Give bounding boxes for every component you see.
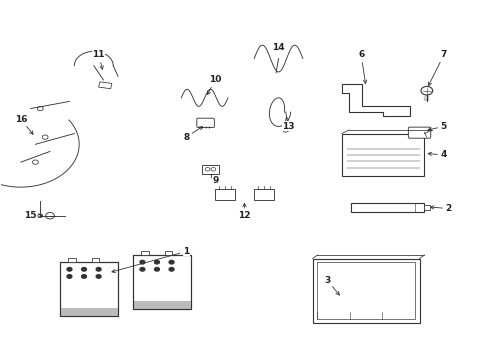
Circle shape (169, 260, 174, 264)
Circle shape (204, 167, 209, 171)
Circle shape (96, 275, 101, 278)
Bar (317, 262, 414, 319)
Bar (254, 189, 273, 200)
Text: 1: 1 (112, 247, 189, 273)
Polygon shape (341, 84, 409, 116)
Circle shape (169, 267, 174, 271)
Text: 8: 8 (183, 127, 202, 141)
Circle shape (67, 267, 72, 271)
FancyBboxPatch shape (197, 118, 214, 127)
Circle shape (420, 86, 432, 95)
Circle shape (210, 167, 215, 171)
Text: 14: 14 (272, 43, 285, 52)
Text: 6: 6 (357, 50, 366, 84)
Circle shape (32, 160, 38, 164)
Bar (60, 262, 118, 316)
Circle shape (45, 212, 54, 219)
Text: 4: 4 (427, 150, 446, 159)
Circle shape (283, 128, 288, 132)
Bar (68, 258, 76, 262)
Circle shape (140, 260, 144, 264)
Bar (99, 82, 112, 89)
Bar (141, 251, 148, 255)
Circle shape (67, 275, 72, 278)
Text: 13: 13 (282, 117, 294, 131)
Bar (424, 205, 429, 210)
Circle shape (140, 267, 144, 271)
Circle shape (42, 135, 48, 139)
FancyBboxPatch shape (407, 127, 430, 138)
Bar (341, 134, 424, 176)
Text: 15: 15 (24, 211, 42, 220)
Text: 7: 7 (427, 50, 446, 86)
Text: 2: 2 (429, 204, 451, 213)
Bar (132, 255, 191, 309)
Text: 10: 10 (207, 76, 221, 95)
Text: 3: 3 (324, 275, 339, 295)
Bar (201, 165, 219, 174)
Bar (351, 203, 424, 212)
Bar (92, 258, 99, 262)
Circle shape (154, 267, 159, 271)
Circle shape (154, 260, 159, 264)
Text: 5: 5 (427, 122, 446, 131)
Bar (164, 251, 172, 255)
Bar (132, 301, 191, 309)
Circle shape (81, 267, 86, 271)
Text: 9: 9 (211, 174, 218, 185)
Text: 11: 11 (92, 50, 104, 69)
Text: 16: 16 (15, 115, 33, 134)
Circle shape (37, 107, 43, 111)
Circle shape (96, 267, 101, 271)
Bar (60, 262, 118, 316)
Text: 12: 12 (238, 203, 250, 220)
Bar (132, 255, 191, 309)
Bar (312, 258, 419, 323)
Bar (215, 189, 234, 200)
Circle shape (38, 214, 42, 217)
Bar (60, 308, 118, 316)
Circle shape (81, 275, 86, 278)
